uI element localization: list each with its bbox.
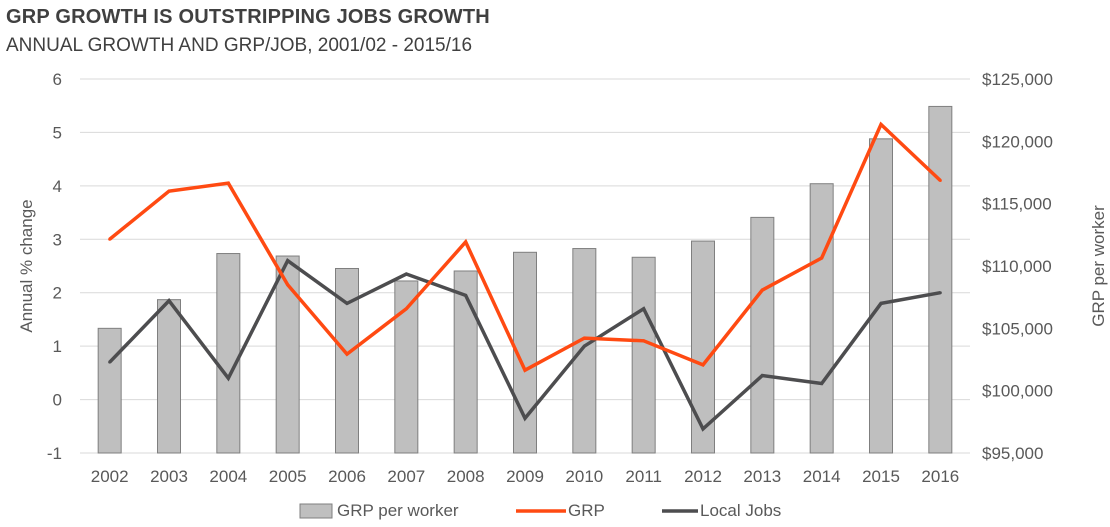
x-tick-label: 2009 (506, 467, 544, 486)
point-grp (642, 339, 646, 343)
y-tick-label-left: 3 (53, 230, 62, 249)
bar-grp-per-worker (453, 270, 478, 454)
point-grp (820, 256, 824, 260)
x-tick-label: 2010 (565, 467, 603, 486)
y-tick-label-right: $100,000 (982, 382, 1053, 401)
point-grp (938, 179, 942, 183)
legend-swatch-grp-per-worker (299, 503, 333, 519)
x-tick-label: 2015 (862, 467, 900, 486)
y-tick-label-right: $95,000 (982, 444, 1043, 463)
point-local-jobs (642, 307, 646, 311)
point-local-jobs (879, 301, 883, 305)
bar-grp-per-worker (275, 255, 300, 454)
x-tick-label: 2003 (150, 467, 188, 486)
y-tick-label-right: $110,000 (982, 257, 1052, 276)
point-grp (226, 181, 230, 185)
x-tick-label: 2005 (269, 467, 307, 486)
point-grp (464, 240, 468, 244)
y-tick-label-left: 2 (53, 284, 62, 303)
bar-grp-per-worker (157, 299, 181, 454)
point-local-jobs (464, 293, 468, 297)
bar-grp-per-worker (809, 183, 834, 454)
x-tick-label: 2002 (91, 467, 129, 486)
x-tick-label: 2011 (625, 467, 662, 486)
point-grp (523, 368, 527, 372)
y-axis-title-left: Annual % change (17, 199, 36, 332)
chart-subtitle: ANNUAL GROWTH AND GRP/JOB, 2001/02 - 201… (6, 35, 473, 56)
bar-grp-per-worker (216, 253, 241, 454)
bar-grp-per-worker (750, 216, 775, 454)
y-tick-label-right: $115,000 (982, 195, 1052, 214)
point-local-jobs (345, 301, 349, 305)
x-tick-label: 2012 (684, 467, 722, 486)
point-local-jobs (938, 291, 942, 295)
point-grp (404, 307, 408, 311)
y-tick-label-right: $105,000 (982, 319, 1053, 338)
y-tick-label-left: 4 (53, 177, 62, 196)
y-tick-label-left: 5 (53, 123, 62, 142)
legend-label-local-jobs: Local Jobs (700, 501, 781, 520)
bar-grp-per-worker (335, 267, 359, 454)
x-tick-label: 2016 (921, 467, 959, 486)
point-local-jobs (701, 427, 705, 431)
y-tick-label-left: 0 (53, 391, 62, 410)
x-tick-label: 2007 (387, 467, 425, 486)
x-tick-label: 2004 (209, 467, 247, 486)
point-local-jobs (167, 299, 171, 303)
bar-grp-per-worker (928, 105, 953, 454)
point-local-jobs (582, 344, 586, 348)
point-local-jobs (286, 259, 290, 263)
point-grp (345, 352, 349, 356)
legend-label-grp: GRP (568, 501, 605, 520)
x-tick-label: 2008 (447, 467, 485, 486)
x-tick-label: 2014 (803, 467, 841, 486)
point-local-jobs (820, 382, 824, 386)
point-grp (286, 283, 290, 287)
point-local-jobs (108, 360, 112, 364)
legend-label-grp-per-worker: GRP per worker (337, 501, 459, 520)
chart-title: GRP GROWTH IS OUTSTRIPPING JOBS GROWTH (6, 6, 490, 28)
point-grp (582, 336, 586, 340)
bar-grp-per-worker (869, 138, 893, 454)
y-tick-label-left: 6 (53, 70, 62, 89)
point-local-jobs (760, 374, 764, 378)
y-tick-label-left: 1 (53, 337, 62, 356)
point-local-jobs (523, 416, 527, 420)
point-local-jobs (226, 376, 230, 380)
point-grp (108, 237, 112, 241)
y-axis-title-right: GRP per worker (1089, 205, 1108, 327)
x-tick-label: 2013 (743, 467, 781, 486)
bar-grp-per-worker (631, 256, 656, 454)
bar-grp-per-worker (572, 248, 597, 454)
point-grp (760, 288, 764, 292)
point-grp (879, 122, 883, 126)
y-tick-label-right: $120,000 (982, 132, 1053, 151)
x-tick-label: 2006 (328, 467, 366, 486)
bar-grp-per-worker (691, 240, 715, 454)
bar-grp-per-worker (97, 327, 122, 454)
y-tick-label-right: $125,000 (982, 70, 1053, 89)
point-grp (167, 189, 171, 193)
y-tick-label-left: -1 (47, 444, 62, 463)
bar-grp-per-worker (394, 280, 419, 454)
point-local-jobs (404, 272, 408, 276)
point-grp (701, 363, 705, 367)
